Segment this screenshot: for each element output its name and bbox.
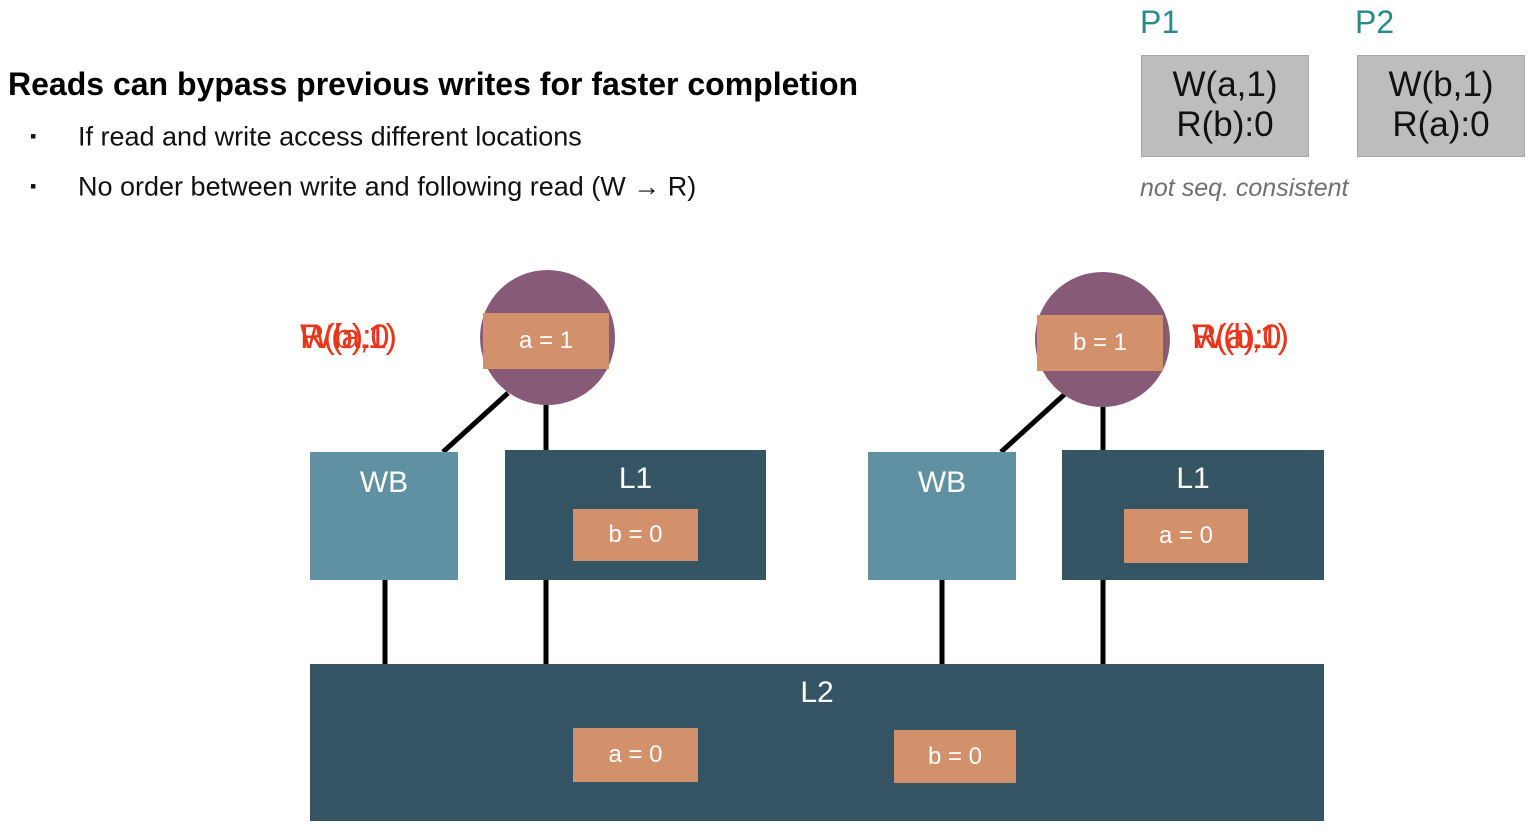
p2-request-write: W(b,1)	[1192, 318, 1289, 356]
write-buffer-label: WB	[917, 466, 967, 499]
p2-core-value: b = 1	[1037, 315, 1163, 371]
p2-l1-value: a = 0	[1124, 509, 1248, 563]
trace-line: R(b):0	[1176, 105, 1274, 144]
bullet-marker: ▪	[30, 176, 37, 197]
headline: Reads can bypass previous writes for fas…	[8, 66, 859, 102]
l2-label: L2	[800, 676, 834, 709]
p1-request-label: W(a,1) R(b):0	[300, 318, 440, 362]
p1-wb-link	[441, 391, 510, 454]
bullet-item: ▪ No order between write and following re…	[30, 170, 696, 202]
bullet-marker: ▪	[30, 126, 37, 147]
bullet-text: If read and write access different locat…	[78, 121, 582, 152]
p1-request-read: R(b):0	[300, 318, 389, 356]
p1-request-write: W(a,1)	[300, 318, 397, 356]
trace-line: W(a,1)	[1172, 65, 1278, 104]
trace-line: W(b,1)	[1388, 65, 1494, 104]
p2-trace-box: W(b,1) R(a):0	[1357, 55, 1525, 157]
consistency-note: not seq. consistent	[1140, 174, 1349, 202]
p1-label: P1	[1140, 4, 1180, 40]
p2-request-label: W(b,1) R(a):0	[1192, 318, 1332, 362]
l1-label: L1	[1176, 462, 1210, 495]
p2-write-buffer: WB	[868, 452, 1016, 580]
p2-label: P2	[1355, 4, 1395, 40]
trace-line: R(a):0	[1392, 105, 1490, 144]
bullet-text: No order between write and following rea…	[78, 171, 697, 202]
l1-label: L1	[618, 462, 653, 495]
p1-write-buffer: WB	[310, 452, 458, 580]
p2-wb-link	[999, 391, 1068, 454]
write-buffer-label: WB	[359, 466, 409, 499]
p1-trace-box: W(a,1) R(b):0	[1141, 55, 1309, 157]
l2-value-b: b = 0	[894, 730, 1016, 783]
l2-cache: L2	[310, 664, 1324, 821]
l2-value-a: a = 0	[573, 728, 698, 782]
bullet-item: ▪ If read and write access different loca…	[30, 120, 582, 152]
p1-l1-value: b = 0	[573, 509, 698, 561]
p1-core-value: a = 1	[483, 313, 609, 369]
p2-request-read: R(a):0	[1192, 318, 1281, 356]
